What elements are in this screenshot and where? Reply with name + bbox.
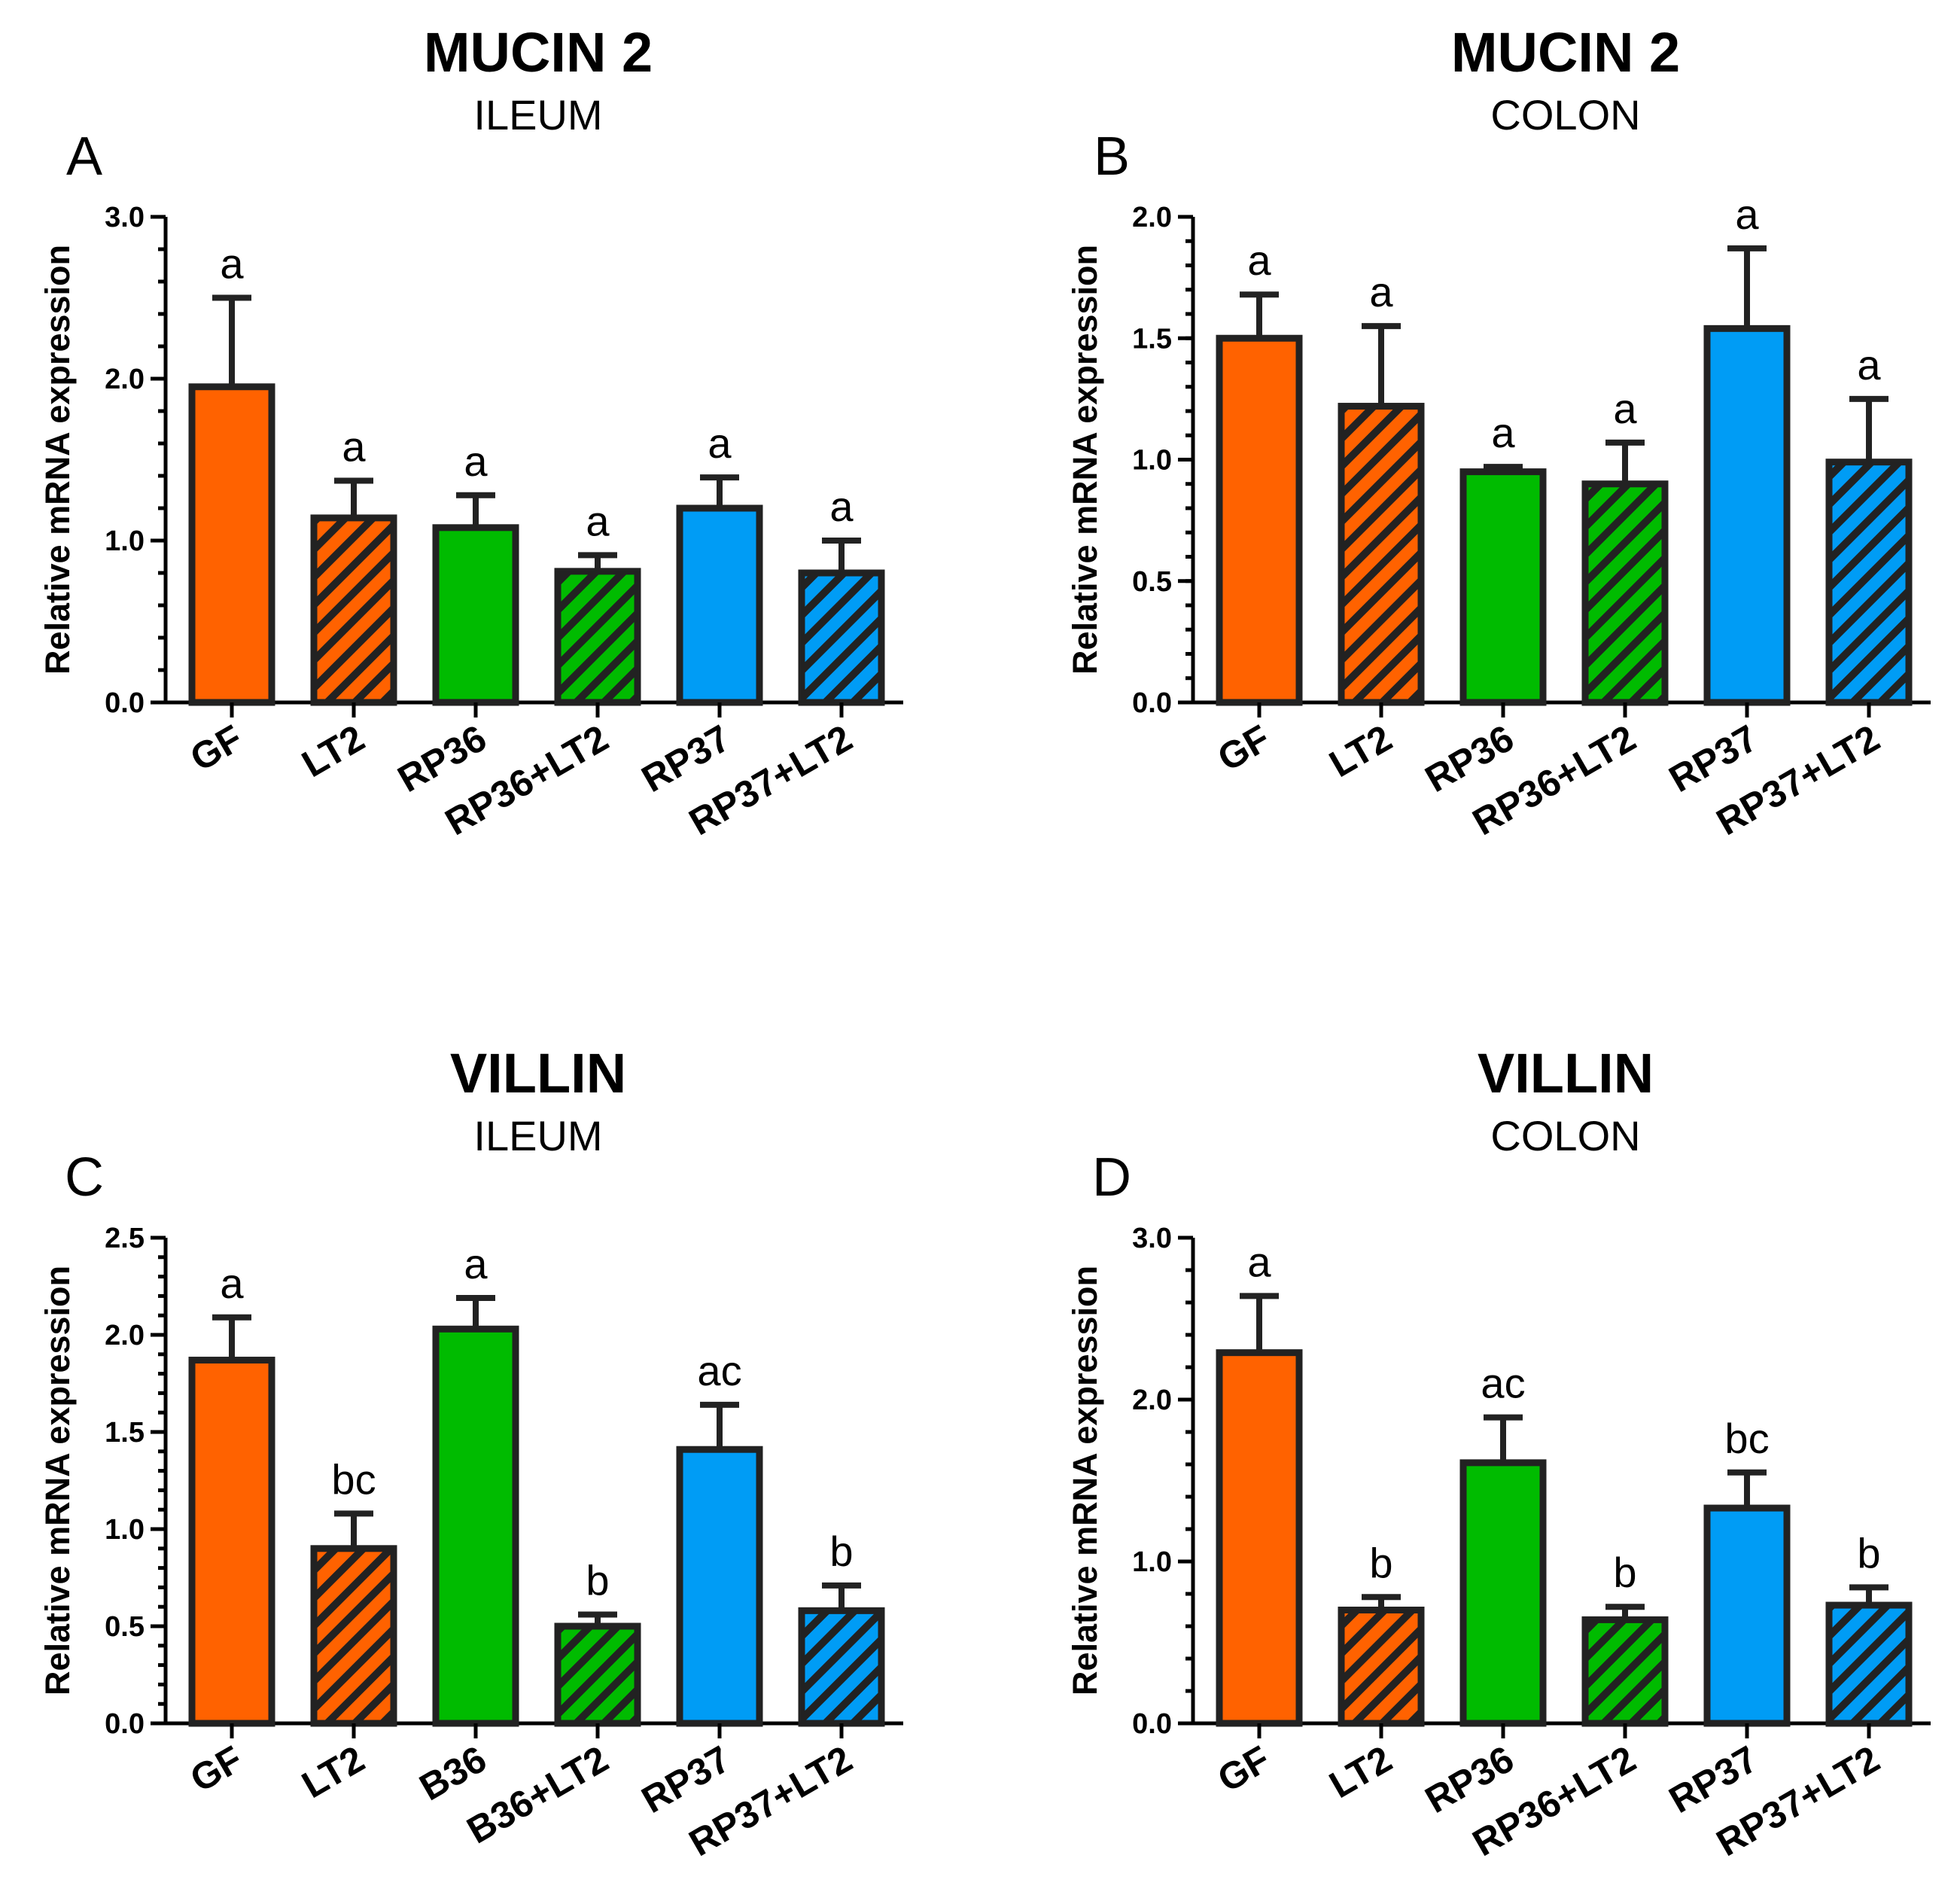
bar-lt2	[1338, 1607, 1425, 1727]
significance-label: a	[1247, 1238, 1271, 1285]
y-tick-label: 3.0	[105, 202, 145, 233]
significance-label: a	[1613, 385, 1637, 432]
significance-label: a	[1491, 409, 1515, 456]
bar-rp37	[1703, 324, 1791, 706]
significance-label: b	[1369, 1539, 1392, 1586]
y-tick-label: 1.5	[1132, 323, 1172, 355]
bar-rp37	[676, 1446, 763, 1727]
significance-label: ac	[1481, 1360, 1525, 1407]
significance-label: a	[1369, 268, 1393, 315]
y-tick-label: 0.0	[1132, 687, 1172, 719]
chart-subtitle: COLON	[1490, 1112, 1640, 1159]
y-tick-label: 0.5	[105, 1611, 145, 1643]
bar-lt2	[310, 1545, 397, 1727]
chart-panel-d: VILLIN COLON D Relative mRNA expression 0.0 1…	[1066, 1042, 1931, 1864]
bar-gf	[188, 1357, 275, 1727]
significance-label: a	[220, 1260, 244, 1307]
significance-label: bc	[1724, 1415, 1769, 1462]
bar-rp36	[1459, 1459, 1547, 1727]
x-tick-label: GF	[183, 717, 249, 779]
x-tick-label: GF	[183, 1738, 249, 1800]
chart-subtitle: COLON	[1490, 91, 1640, 139]
chart-panel-a: MUCIN 2 ILEUM A Relative mRNA expression 0.0…	[38, 21, 903, 843]
chart-title: MUCIN 2	[424, 21, 653, 84]
bar-rp36	[1459, 468, 1547, 706]
significance-label: a	[1735, 190, 1759, 238]
chart-panel-c: VILLIN ILEUM C Relative mRNA expression 0.0 0…	[38, 1042, 903, 1864]
x-tick-label: LT2	[1322, 717, 1399, 785]
y-tick-label: 2.5	[105, 1223, 145, 1254]
chart-title: VILLIN	[450, 1042, 626, 1104]
significance-label: bc	[331, 1455, 376, 1503]
significance-label: a	[586, 497, 610, 544]
significance-label: a	[829, 483, 854, 530]
bar-rp37	[676, 504, 763, 706]
x-tick-label: GF	[1210, 717, 1277, 779]
y-axis-label: Relative mRNA expression	[1066, 245, 1104, 675]
significance-label: a	[464, 1240, 488, 1287]
significance-label: b	[1613, 1549, 1636, 1596]
y-tick-label: 1.0	[105, 526, 145, 557]
bar-gf	[1216, 1349, 1303, 1727]
y-tick-label: 1.0	[105, 1514, 145, 1546]
bar-rp36	[432, 524, 519, 706]
bar-rp37-plus-lt2	[798, 569, 885, 706]
x-tick-label: LT2	[295, 1738, 372, 1806]
significance-label: ac	[697, 1347, 741, 1394]
significance-label: a	[1247, 236, 1271, 284]
y-tick-label: 2.0	[1132, 202, 1172, 233]
bar-rp37	[1703, 1504, 1791, 1727]
x-tick-label: LT2	[1322, 1738, 1399, 1806]
bar-lt2	[310, 514, 397, 706]
y-tick-label: 0.0	[105, 1708, 145, 1740]
y-tick-label: 1.0	[1132, 1546, 1172, 1578]
y-axis-label: Relative mRNA expression	[38, 245, 77, 675]
y-tick-label: 0.0	[105, 687, 145, 719]
bar-rp36-plus-lt2	[554, 568, 641, 706]
panel-letter: B	[1094, 126, 1130, 187]
x-tick-label: B36+LT2	[460, 1738, 615, 1852]
bar-rp37-plus-lt2	[1825, 1601, 1913, 1727]
chart-subtitle: ILEUM	[473, 1112, 602, 1159]
y-axis-label: Relative mRNA expression	[38, 1266, 77, 1695]
y-tick-label: 2.0	[1132, 1385, 1172, 1416]
significance-label: a	[464, 437, 488, 485]
chart-title: VILLIN	[1478, 1042, 1654, 1104]
y-tick-label: 1.0	[1132, 445, 1172, 477]
bar-lt2	[1338, 403, 1425, 706]
bar-rp37-plus-lt2	[798, 1607, 885, 1727]
x-tick-label: B36	[412, 1738, 493, 1808]
significance-label: b	[829, 1528, 853, 1575]
y-tick-label: 0.0	[1132, 1708, 1172, 1740]
significance-label: a	[342, 422, 366, 470]
chart-subtitle: ILEUM	[473, 91, 602, 139]
panel-letter: C	[65, 1147, 104, 1208]
chart-panel-b: MUCIN 2 COLON B Relative mRNA expression 0.0…	[1066, 21, 1931, 843]
significance-label: a	[708, 419, 732, 467]
y-tick-label: 0.5	[1132, 566, 1172, 598]
x-tick-label: LT2	[295, 717, 372, 785]
panel-letter: D	[1092, 1147, 1131, 1208]
bar-rp36-plus-lt2	[1581, 1616, 1669, 1727]
bar-rp37-plus-lt2	[1825, 459, 1913, 706]
y-axis-label: Relative mRNA expression	[1066, 1266, 1104, 1695]
significance-label: a	[1857, 341, 1881, 388]
significance-label: b	[586, 1557, 609, 1604]
y-tick-label: 1.5	[105, 1417, 145, 1449]
y-tick-label: 2.0	[105, 1320, 145, 1351]
bar-b36	[432, 1325, 519, 1727]
bar-gf	[188, 383, 275, 706]
significance-label: a	[220, 240, 244, 288]
bar-rp36-plus-lt2	[1581, 480, 1669, 706]
bar-b36-plus-lt2	[554, 1622, 641, 1727]
bar-gf	[1216, 334, 1303, 706]
panel-letter: A	[66, 126, 102, 187]
y-tick-label: 3.0	[1132, 1223, 1172, 1254]
significance-label: b	[1857, 1529, 1880, 1577]
x-tick-label: GF	[1210, 1738, 1277, 1800]
y-tick-label: 2.0	[105, 364, 145, 395]
chart-title: MUCIN 2	[1451, 21, 1680, 84]
